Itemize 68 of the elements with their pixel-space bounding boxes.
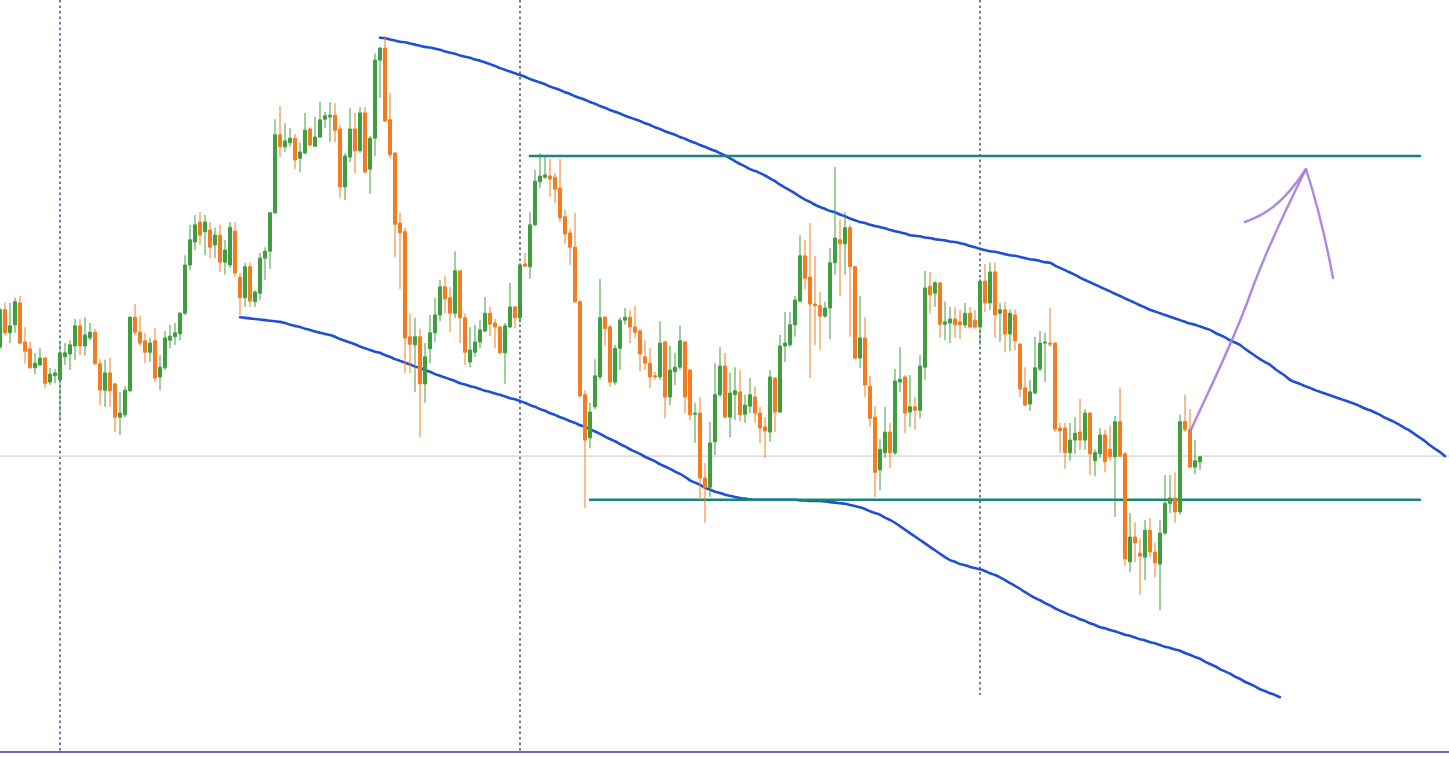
candlestick (248, 262, 252, 308)
candlestick (983, 263, 987, 313)
candlestick (693, 402, 697, 444)
candlestick (148, 337, 152, 363)
candlestick (1178, 414, 1182, 516)
candlestick (938, 281, 942, 339)
candlestick (1143, 519, 1147, 581)
candlestick (1078, 398, 1082, 451)
candlestick (278, 105, 282, 158)
candlestick (218, 224, 222, 273)
candlestick (153, 327, 157, 383)
candlestick (773, 376, 777, 433)
candlestick (888, 422, 892, 469)
candlestick (1133, 521, 1137, 563)
candlestick (238, 272, 242, 316)
candlestick (658, 320, 662, 381)
candlestick (1173, 471, 1177, 524)
candlestick (1128, 512, 1132, 573)
candlestick (78, 318, 82, 356)
candlestick (453, 250, 457, 319)
candlestick (768, 369, 772, 443)
candlestick (1088, 411, 1092, 476)
candlestick (843, 211, 847, 276)
candlestick (858, 295, 862, 369)
candlestick (208, 221, 212, 259)
candlestick (1113, 415, 1117, 518)
candlestick (933, 280, 937, 308)
candlestick (1138, 537, 1142, 596)
candlestick (243, 262, 247, 308)
candlestick (513, 305, 517, 329)
candlestick (353, 112, 357, 174)
candlestick (1008, 308, 1012, 352)
candlestick (963, 302, 967, 329)
candlestick (1003, 301, 1007, 353)
candlestick (8, 302, 12, 344)
candlestick (308, 126, 312, 147)
candlestick (203, 214, 207, 256)
candlestick (43, 356, 47, 389)
candlestick (978, 278, 982, 346)
candlestick (523, 252, 527, 268)
candlestick (1013, 309, 1017, 351)
candlestick (928, 271, 932, 314)
candlestick (988, 262, 992, 311)
candlestick (418, 328, 422, 438)
candlestick (1083, 408, 1087, 451)
candlestick (13, 297, 17, 334)
candlestick (103, 359, 107, 408)
candlestick (588, 402, 592, 449)
candlestick (213, 227, 217, 259)
candlestick (908, 374, 912, 428)
candlestick (198, 211, 202, 246)
candlestick (903, 374, 907, 434)
candlestick (363, 106, 367, 175)
candlestick (738, 369, 742, 423)
candlestick (413, 317, 417, 393)
candlestick (518, 262, 522, 324)
candlestick (293, 133, 297, 170)
candlestick (993, 262, 997, 339)
candlestick (233, 221, 237, 278)
candlestick (708, 421, 712, 498)
candlestick (358, 106, 362, 154)
candlestick (998, 302, 1002, 343)
candlestick (838, 218, 842, 297)
candlestick (423, 342, 427, 404)
candlestick (723, 352, 727, 419)
candlestick (663, 340, 667, 419)
candlestick (913, 396, 917, 431)
candlestick (3, 302, 7, 336)
